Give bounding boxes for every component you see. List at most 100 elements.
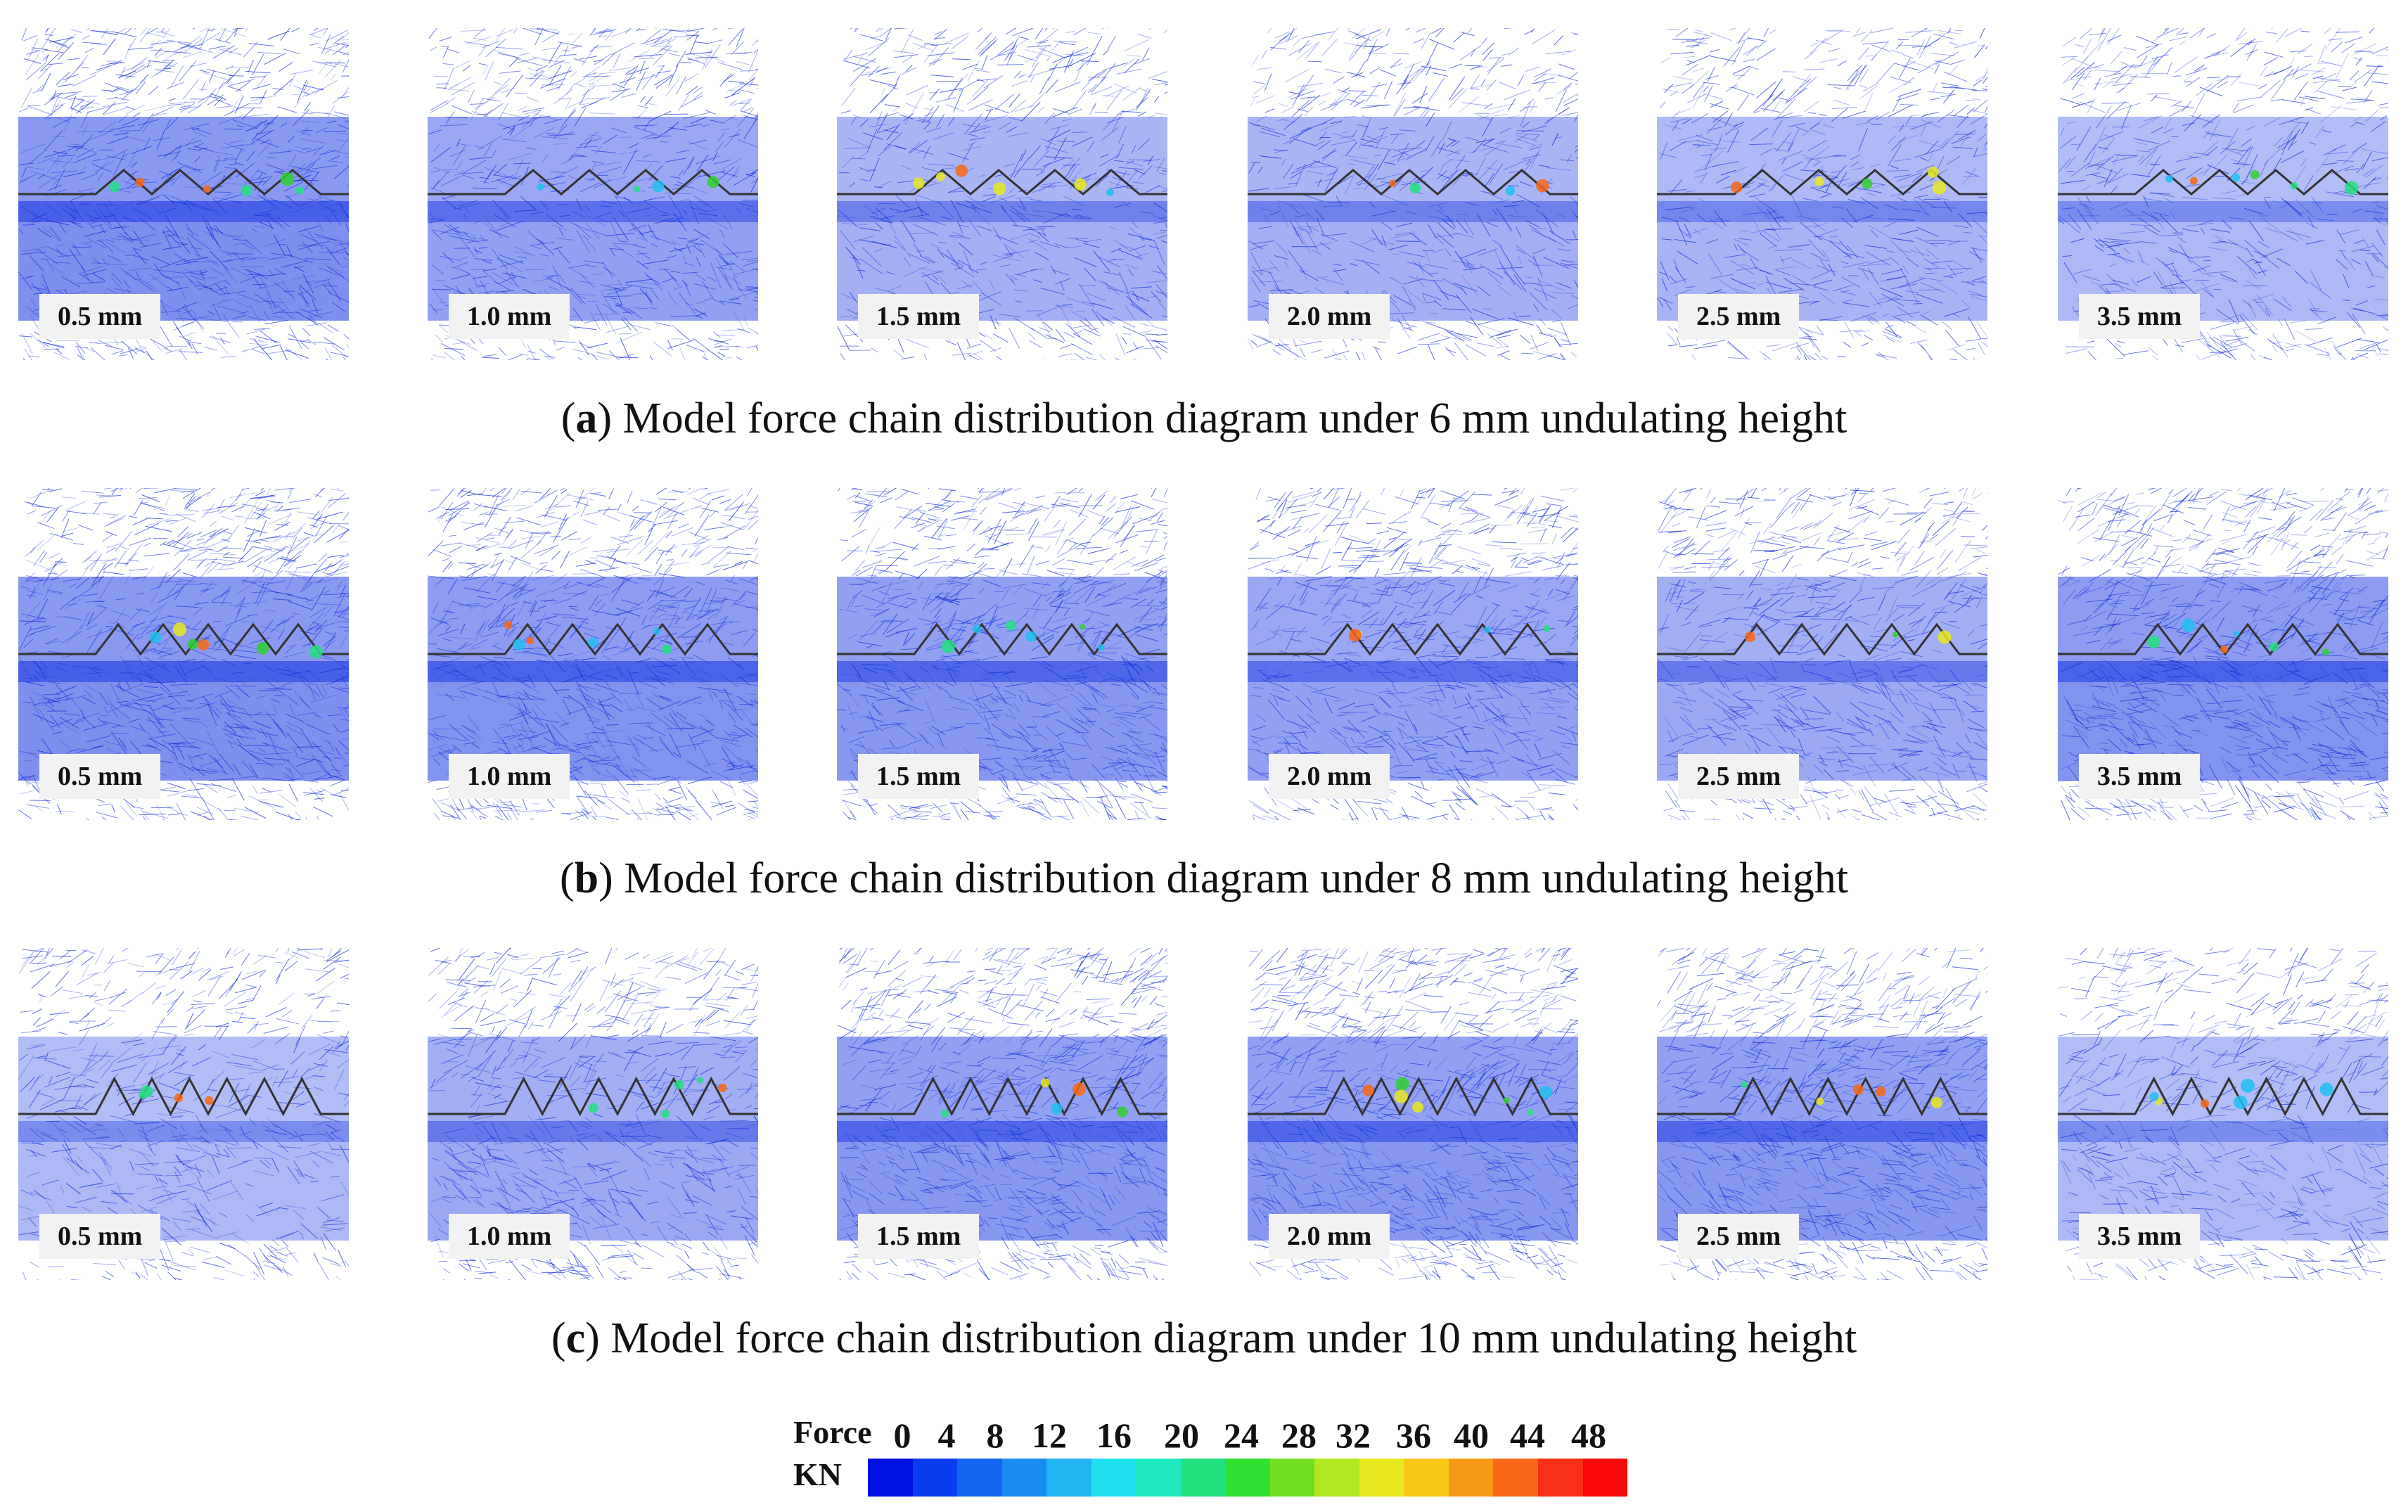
colorbar-segment [1582,1459,1628,1497]
joint-zigzag [18,1076,349,1117]
colorbar-segment [1225,1459,1270,1497]
colorbar-unit: KN [793,1456,842,1492]
colorbar-segment [1493,1459,1538,1497]
caption-text: Model force chain distribution diagram u… [610,1314,1857,1362]
colorbar-segment [912,1459,958,1497]
joint-zigzag [18,169,349,196]
colorbar-segment [1404,1459,1449,1497]
colorbar-tick-label: 32 [1336,1416,1371,1455]
panel-b-2: 1.0 mm [428,488,758,820]
panel-label: 2.0 mm [1269,294,1390,339]
panel-label: 2.5 mm [1678,294,1800,339]
colorbar-segment [1359,1459,1404,1497]
colorbar-tick-label: 28 [1281,1416,1317,1455]
panel-b-5: 2.5 mm [1657,488,1987,820]
joint-zigzag [1248,169,1578,196]
panel-label: 1.0 mm [449,754,570,799]
colorbar-segment [1136,1459,1181,1497]
panel-c-4: 2.0 mm [1248,948,1578,1280]
panel-b-4: 2.0 mm [1248,488,1578,820]
panel-a-3: 1.5 mm [837,28,1167,360]
colorbar-title: Force [793,1414,872,1450]
panel-c-1: 0.5 mm [18,948,349,1280]
panel-label: 2.0 mm [1269,754,1390,799]
colorbar-segment [1448,1459,1494,1497]
caption-c: (c) Model force chain distribution diagr… [551,1314,1857,1362]
force-chain-plot [428,28,758,360]
joint-zigzag [837,622,1167,656]
colorbar-segment [1091,1459,1136,1497]
panel-c-3: 1.5 mm [837,948,1167,1280]
panel-b-1: 0.5 mm [18,488,349,820]
panel-label: 0.5 mm [39,1214,161,1259]
panel-label: 3.5 mm [2079,754,2201,799]
colorbar-tick-label: 44 [1510,1416,1545,1455]
caption-letter: a [575,395,598,442]
joint-zigzag [1657,1076,1987,1117]
panel-a-2: 1.0 mm [428,28,758,360]
caption-text: Model force chain distribution diagram u… [622,395,1847,442]
colorbar-tick-label: 36 [1396,1416,1431,1455]
panel-label: 3.5 mm [2079,1214,2201,1259]
joint-zigzag [1248,622,1578,656]
colorbar-tick-label: 0 [893,1416,911,1455]
panel-label: 0.5 mm [39,294,161,339]
caption-a: (a) Model force chain distribution diagr… [561,395,1847,442]
colorbar-segment [957,1459,1002,1497]
colorbar-tick-label: 4 [937,1416,956,1455]
panel-a-4: 2.0 mm [1248,28,1578,360]
joint-zigzag [1248,1076,1578,1117]
caption-letter: b [574,854,599,902]
colorbar-tick-label: 12 [1032,1416,1067,1455]
caption-b: (b) Model force chain distribution diagr… [559,854,1849,902]
panel-label: 0.5 mm [39,754,161,799]
panel-label: 2.0 mm [1269,1214,1390,1259]
joint-zigzag [1657,622,1987,656]
panel-b-6: 3.5 mm [2058,488,2388,820]
panel-label: 3.5 mm [2079,294,2201,339]
panel-c-5: 2.5 mm [1657,948,1987,1280]
panel-label: 1.0 mm [449,1214,570,1259]
panel-a-5: 2.5 mm [1657,28,1987,360]
joint-zigzag [428,1076,758,1117]
panel-a-1: 0.5 mm [18,28,349,360]
joint-zigzag [2058,622,2388,656]
panel-label: 2.5 mm [1678,754,1800,799]
joint-zigzag [2058,169,2388,196]
colorbar-tick-label: 40 [1454,1416,1489,1455]
colorbar-segment [1269,1459,1315,1497]
force-chain-plot [1657,488,1987,820]
colorbar-tick-label: 20 [1164,1416,1199,1455]
colorbar-segment [1001,1459,1047,1497]
colorbar-segment [1046,1459,1091,1497]
caption-text: Model force chain distribution diagram u… [624,854,1849,902]
panel-label: 2.5 mm [1678,1214,1800,1259]
colorbar-tick-label: 16 [1096,1416,1132,1455]
panel-label: 1.5 mm [858,754,980,799]
panel-a-6: 3.5 mm [2058,28,2388,360]
colorbar-segment [1314,1459,1359,1497]
panel-b-3: 1.5 mm [837,488,1167,820]
colorbar-segment [1180,1459,1226,1497]
colorbar-tick-label: 8 [986,1416,1004,1455]
colorbar-tick-label: 48 [1571,1416,1606,1455]
force-chain-plot [1248,948,1578,1280]
joint-zigzag [2058,1076,2388,1117]
colorbar-gradient [868,1459,1628,1497]
panel-c-2: 1.0 mm [428,948,758,1280]
panel-label: 1.5 mm [858,1214,980,1259]
colorbar-segment [868,1459,913,1497]
force-chain-plot [18,28,349,360]
joint-zigzag [1657,169,1987,196]
joint-zigzag [837,169,1167,196]
colorbar-tick-label: 24 [1224,1416,1259,1455]
joint-zigzag [428,622,758,656]
panel-c-6: 3.5 mm [2058,948,2388,1280]
joint-zigzag [837,1076,1167,1117]
panel-label: 1.0 mm [449,294,570,339]
panel-label: 1.5 mm [858,294,980,339]
caption-letter: c [565,1314,586,1362]
colorbar-segment [1537,1459,1583,1497]
joint-zigzag [18,622,349,656]
force-chain-plot [837,28,1167,360]
